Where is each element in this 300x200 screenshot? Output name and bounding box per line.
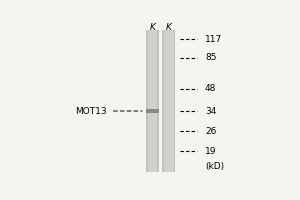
Text: K: K — [166, 23, 172, 32]
Text: 117: 117 — [205, 35, 222, 44]
Bar — [163, 30, 175, 172]
Bar — [146, 109, 159, 113]
Text: K: K — [150, 23, 155, 32]
Bar — [163, 30, 164, 172]
Text: (kD): (kD) — [205, 162, 224, 171]
Bar — [146, 30, 148, 172]
Text: 19: 19 — [205, 147, 216, 156]
Bar — [174, 30, 175, 172]
Text: 48: 48 — [205, 84, 216, 93]
Bar — [158, 30, 159, 172]
Text: 85: 85 — [205, 53, 216, 62]
Text: 26: 26 — [205, 127, 216, 136]
Text: 34: 34 — [205, 107, 216, 116]
Text: MOT13: MOT13 — [76, 107, 107, 116]
Bar — [146, 30, 159, 172]
